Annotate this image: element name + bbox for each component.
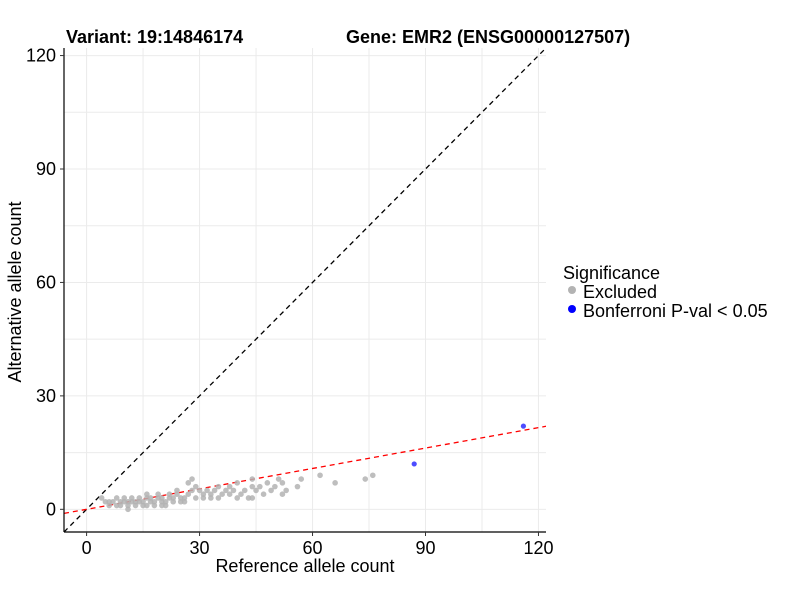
data-point-excluded: [166, 491, 173, 497]
y-tick-label: 90: [36, 159, 56, 179]
data-point-excluded: [200, 491, 207, 497]
data-point-excluded: [279, 491, 286, 497]
chart-title-gene: Gene: EMR2 (ENSG00000127507): [346, 27, 630, 47]
data-point-excluded: [317, 472, 323, 479]
chart-title-variant: Variant: 19:14846174: [66, 27, 243, 47]
data-point-excluded: [219, 491, 225, 497]
data-point-excluded: [125, 506, 131, 513]
tick-labels: 0 30 60 90 120 0 30 60 90 120: [26, 46, 554, 558]
x-tick-label: 60: [303, 538, 323, 558]
data-point-excluded: [260, 491, 267, 497]
data-point-excluded: [230, 487, 237, 494]
data-point-excluded: [215, 495, 222, 501]
legend-swatch-bonferroni: [568, 305, 576, 313]
data-point-excluded: [211, 487, 218, 494]
data-point-excluded: [298, 476, 305, 482]
reference-lines: [64, 48, 546, 532]
data-point-excluded: [196, 487, 203, 494]
data-point-excluded: [144, 502, 150, 509]
data-point-excluded: [275, 476, 282, 482]
data-point-excluded: [174, 487, 180, 494]
y-tick-label: 120: [26, 46, 56, 66]
data-point-excluded: [170, 495, 177, 501]
data-point-excluded: [362, 476, 369, 482]
data-point-bonferroni: [520, 423, 527, 429]
y-tick-label: 60: [36, 272, 56, 292]
data-point-excluded: [253, 487, 259, 494]
x-tick-label: 120: [523, 538, 553, 558]
data-point-excluded: [189, 487, 195, 494]
data-point-excluded: [121, 495, 128, 501]
legend-title: Significance: [563, 263, 660, 283]
data-point-excluded: [332, 480, 338, 486]
y-tick-label: 30: [36, 386, 56, 406]
data-point-excluded: [162, 498, 169, 505]
data-points: [98, 423, 527, 513]
y-tick-label: 0: [46, 499, 56, 519]
data-point-excluded: [185, 491, 192, 497]
data-point-excluded: [192, 495, 199, 501]
data-point-excluded: [238, 491, 244, 497]
y-axis-label: Alternative allele count: [5, 201, 25, 382]
legend-swatch-excluded: [568, 286, 576, 294]
data-point-excluded: [264, 480, 271, 486]
data-point-excluded: [223, 487, 229, 494]
data-point-excluded: [113, 495, 120, 501]
data-point-excluded: [159, 502, 165, 509]
data-point-excluded: [241, 487, 248, 494]
data-point-excluded: [136, 495, 143, 501]
data-point-excluded: [268, 487, 274, 494]
data-point-excluded: [140, 498, 146, 505]
data-point-excluded: [117, 502, 124, 509]
x-tick-label: 30: [190, 538, 210, 558]
data-point-excluded: [226, 491, 233, 497]
data-point-excluded: [185, 480, 192, 486]
data-point-excluded: [147, 495, 154, 501]
data-point-excluded: [257, 483, 263, 490]
data-point-excluded: [215, 483, 222, 490]
data-point-excluded: [110, 498, 116, 505]
data-point-excluded: [144, 491, 150, 497]
data-point-excluded: [128, 495, 135, 501]
axes: [60, 48, 546, 536]
data-point-excluded: [272, 483, 278, 490]
data-point-excluded: [249, 483, 256, 490]
data-point-excluded: [155, 491, 161, 497]
data-point-excluded: [189, 476, 195, 482]
data-point-excluded: [234, 480, 241, 486]
data-point-excluded: [283, 487, 289, 494]
data-point-excluded: [294, 483, 301, 490]
data-point-excluded: [249, 476, 256, 482]
data-point-excluded: [98, 495, 105, 501]
x-tick-label: 90: [415, 538, 435, 558]
data-point-excluded: [151, 502, 158, 509]
x-axis-label: Reference allele count: [215, 556, 394, 576]
data-point-excluded: [369, 472, 376, 479]
legend-label-excluded: Excluded: [583, 282, 657, 302]
data-point-bonferroni: [411, 461, 417, 467]
legend: Significance Excluded Bonferroni P-val <…: [563, 263, 768, 321]
identity-line: [64, 48, 546, 532]
data-point-excluded: [208, 491, 214, 497]
grid-lines: [64, 48, 546, 532]
data-point-excluded: [249, 495, 256, 501]
legend-label-bonferroni: Bonferroni P-val < 0.05: [583, 301, 768, 321]
data-point-excluded: [234, 495, 241, 501]
data-point-excluded: [279, 480, 286, 486]
data-point-excluded: [192, 483, 199, 490]
data-point-excluded: [159, 495, 165, 501]
data-point-excluded: [226, 483, 233, 490]
data-point-excluded: [204, 487, 210, 494]
x-tick-label: 0: [82, 538, 92, 558]
data-point-excluded: [181, 498, 188, 505]
